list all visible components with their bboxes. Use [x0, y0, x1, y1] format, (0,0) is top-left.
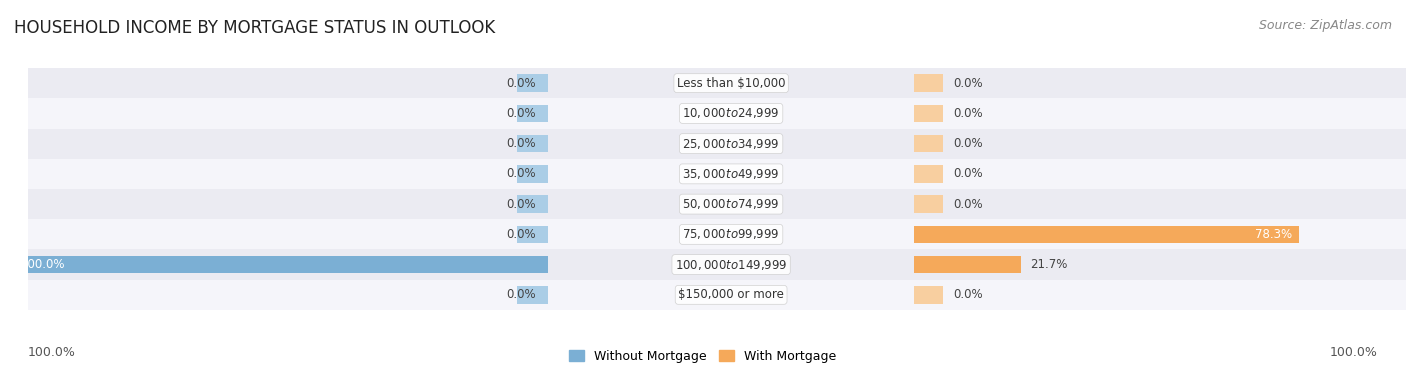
Bar	[914, 189, 1406, 219]
Bar	[517, 74, 548, 92]
Text: $75,000 to $99,999: $75,000 to $99,999	[682, 227, 780, 242]
Bar	[914, 256, 1021, 273]
Bar	[914, 195, 943, 213]
Bar	[914, 159, 1406, 189]
Text: Source: ZipAtlas.com: Source: ZipAtlas.com	[1258, 19, 1392, 32]
Text: 0.0%: 0.0%	[953, 107, 983, 120]
Bar	[914, 135, 943, 152]
Bar	[914, 286, 943, 304]
Bar	[28, 249, 548, 280]
Text: 0.0%: 0.0%	[506, 167, 536, 180]
Text: 100.0%: 100.0%	[1330, 346, 1378, 359]
Bar	[914, 98, 1406, 129]
Text: $100,000 to $149,999: $100,000 to $149,999	[675, 257, 787, 272]
Text: $50,000 to $74,999: $50,000 to $74,999	[682, 197, 780, 211]
Bar	[548, 249, 914, 280]
Bar	[517, 195, 548, 213]
Text: 0.0%: 0.0%	[953, 137, 983, 150]
Bar	[914, 219, 1406, 249]
Bar	[517, 105, 548, 122]
Bar	[28, 98, 548, 129]
Text: 0.0%: 0.0%	[506, 107, 536, 120]
Text: 0.0%: 0.0%	[506, 228, 536, 241]
Text: Less than $10,000: Less than $10,000	[676, 77, 786, 90]
Legend: Without Mortgage, With Mortgage: Without Mortgage, With Mortgage	[564, 345, 842, 368]
Bar	[517, 135, 548, 152]
Text: 0.0%: 0.0%	[953, 198, 983, 211]
Bar	[914, 68, 1406, 98]
Bar	[548, 219, 914, 249]
Bar	[914, 249, 1406, 280]
Bar	[517, 226, 548, 243]
Bar	[28, 129, 548, 159]
Text: 0.0%: 0.0%	[506, 77, 536, 90]
Text: 100.0%: 100.0%	[20, 258, 65, 271]
Bar	[914, 226, 1299, 243]
Bar	[28, 68, 548, 98]
Text: 21.7%: 21.7%	[1031, 258, 1069, 271]
Text: 78.3%: 78.3%	[1254, 228, 1292, 241]
Bar	[28, 159, 548, 189]
Bar	[548, 68, 914, 98]
Text: HOUSEHOLD INCOME BY MORTGAGE STATUS IN OUTLOOK: HOUSEHOLD INCOME BY MORTGAGE STATUS IN O…	[14, 19, 495, 37]
Bar	[548, 280, 914, 310]
Bar	[914, 280, 1406, 310]
Text: $35,000 to $49,999: $35,000 to $49,999	[682, 167, 780, 181]
Bar	[548, 98, 914, 129]
Text: 0.0%: 0.0%	[506, 198, 536, 211]
Bar	[28, 256, 548, 273]
Bar	[548, 129, 914, 159]
Bar	[914, 129, 1406, 159]
Bar	[914, 74, 943, 92]
Text: $150,000 or more: $150,000 or more	[678, 288, 785, 301]
Bar	[517, 165, 548, 183]
Text: 0.0%: 0.0%	[953, 167, 983, 180]
Bar	[914, 165, 943, 183]
Text: 0.0%: 0.0%	[506, 288, 536, 301]
Text: 100.0%: 100.0%	[28, 346, 76, 359]
Bar	[548, 189, 914, 219]
Bar	[517, 286, 548, 304]
Text: 0.0%: 0.0%	[953, 288, 983, 301]
Text: $25,000 to $34,999: $25,000 to $34,999	[682, 136, 780, 151]
Bar	[914, 105, 943, 122]
Text: 0.0%: 0.0%	[953, 77, 983, 90]
Bar	[28, 280, 548, 310]
Text: 0.0%: 0.0%	[506, 137, 536, 150]
Bar	[548, 159, 914, 189]
Bar	[28, 219, 548, 249]
Bar	[28, 189, 548, 219]
Text: $10,000 to $24,999: $10,000 to $24,999	[682, 106, 780, 121]
